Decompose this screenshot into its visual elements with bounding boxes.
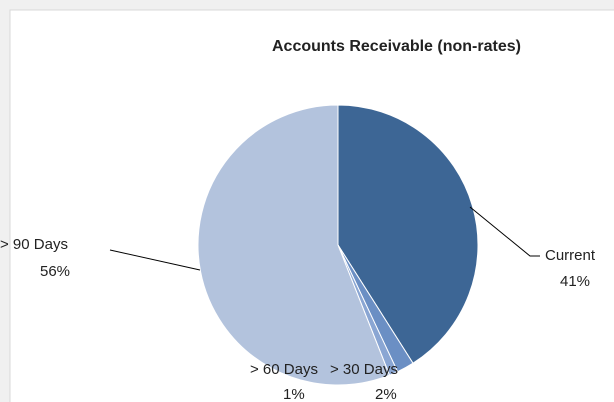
data-label-name: Current (545, 247, 596, 264)
data-label-value: 1% (283, 386, 305, 402)
data-label-name: > 30 Days (330, 361, 398, 378)
data-label-name: > 60 Days (250, 361, 318, 378)
data-label-name: > 90 Days (0, 236, 68, 253)
data-label-value: 56% (40, 263, 70, 280)
chart-title: Accounts Receivable (non-rates) (272, 38, 521, 55)
pie-slice (197, 104, 391, 386)
leader-line (469, 206, 540, 257)
pie-slice (337, 104, 479, 364)
data-label-value: 2% (375, 386, 397, 402)
data-label-value: 41% (560, 273, 590, 290)
leader-line (109, 249, 201, 271)
